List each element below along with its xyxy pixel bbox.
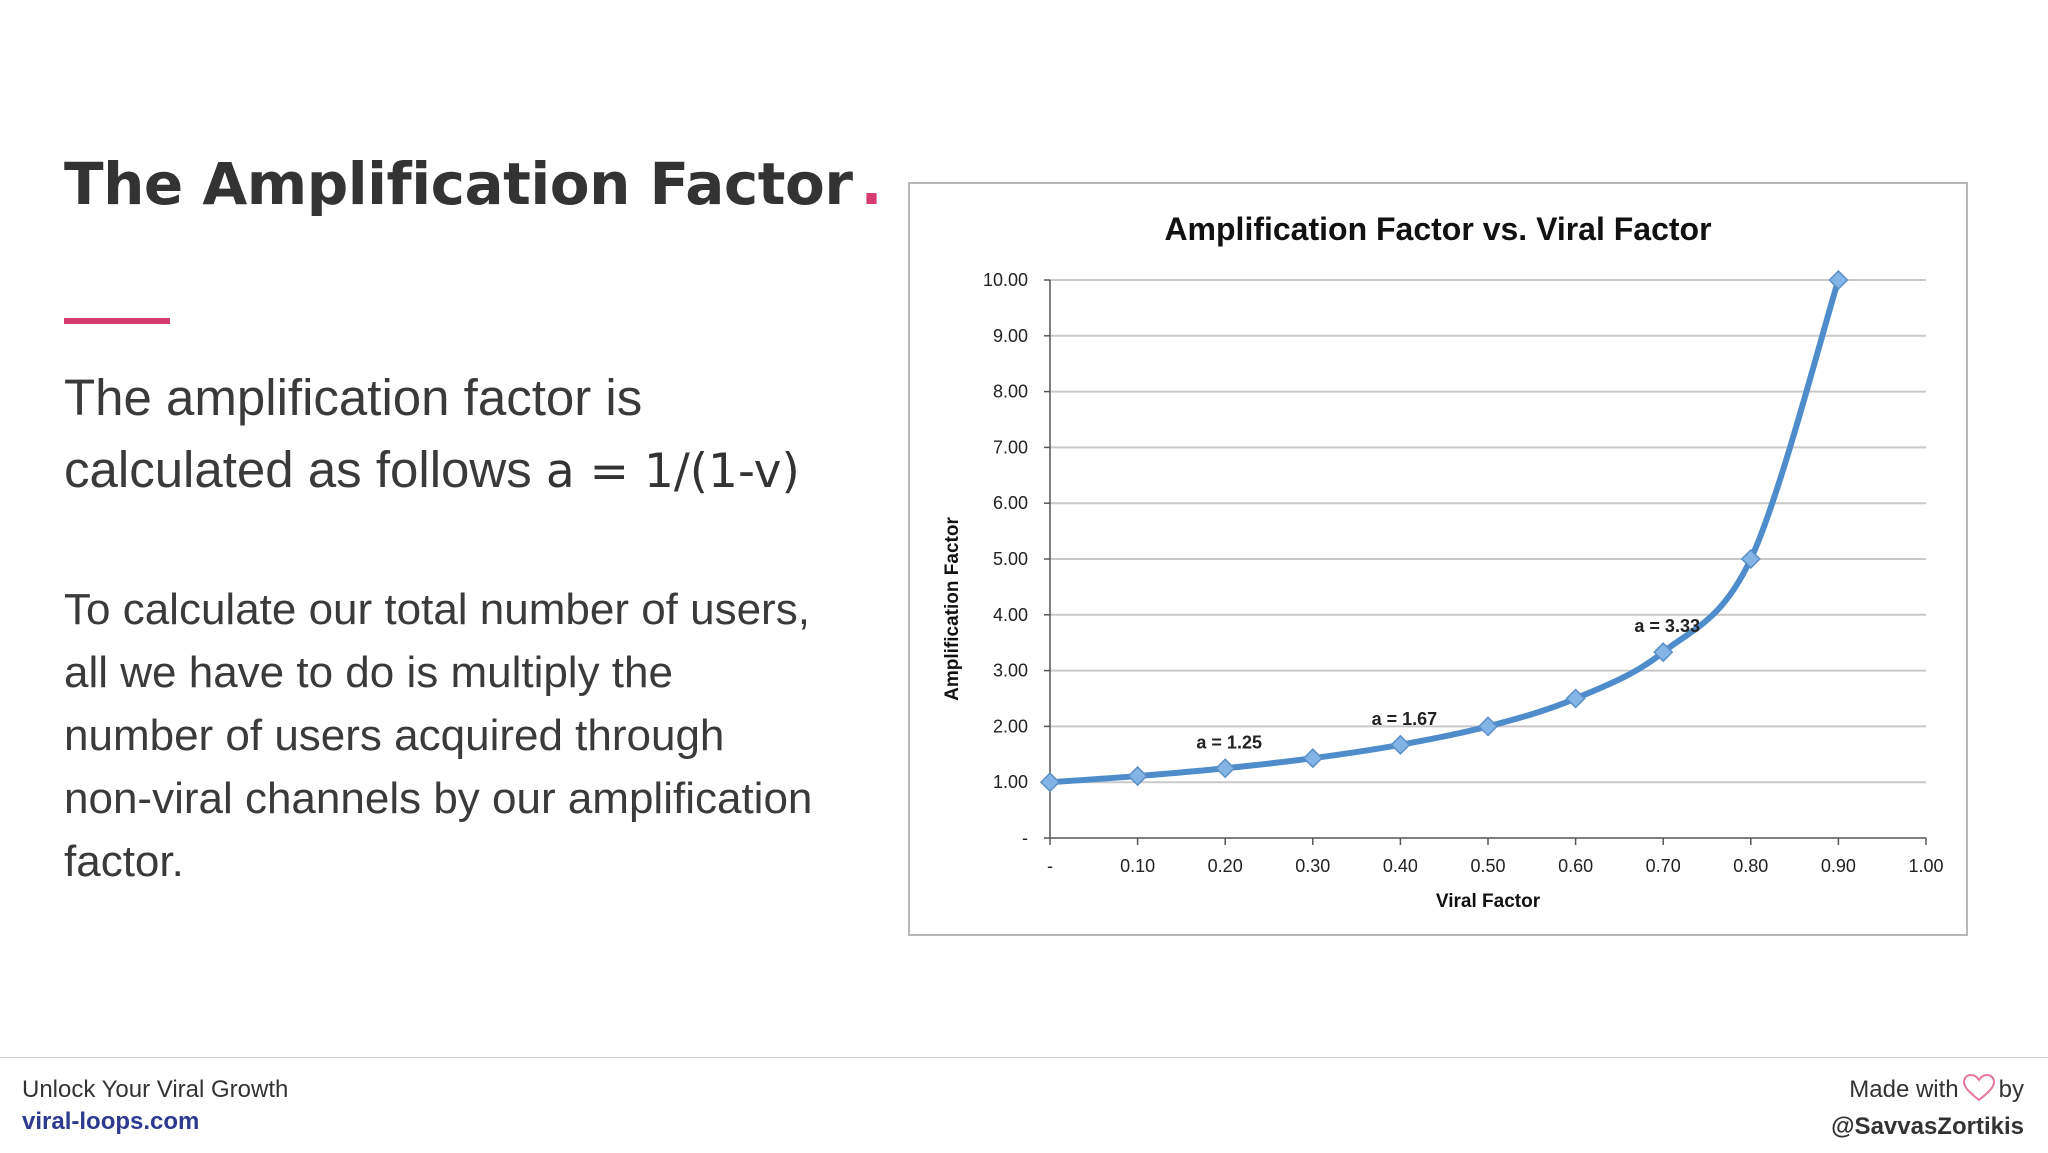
labels: Amplification Factor vs. Viral Factor - 1.… [942,211,1944,912]
annotation-label: a = 1.67 [1372,709,1438,729]
y-tick-label: 8.00 [993,382,1028,402]
annotation-label: a = 3.33 [1634,616,1700,636]
explanation-paragraph: To calculate our total number of users, … [64,585,813,886]
footer-link[interactable]: viral-loops.com [22,1108,200,1135]
data-point [1828,269,1849,291]
y-axis-title: Amplification Factor [942,517,963,701]
data-point [1039,772,1061,793]
by-text: by [1998,1076,2024,1103]
footer-right: Made with by @SavvasZortikis [1831,1073,2024,1143]
made-with-text: Made with [1849,1076,1959,1103]
footer-left: Unlock Your Viral Growth viral-loops.com [22,1074,288,1138]
x-tick-label: 0.70 [1646,856,1681,876]
data-point [1740,548,1761,570]
series-line-0 [1047,277,1842,786]
y-tick-label: 3.00 [993,661,1028,681]
x-tick-label: 0.40 [1383,856,1418,876]
slide-title: The Amplification Factor. [64,150,883,218]
x-tick-label: - [1047,856,1053,876]
data-point [1565,688,1586,709]
x-tick-label: 0.30 [1295,856,1330,876]
x-tick-label: 0.10 [1120,856,1155,876]
x-tick-label: 0.50 [1470,856,1505,876]
x-tick-label: 0.60 [1558,856,1593,876]
title-accent-dot: . [860,150,883,218]
y-tick-label: - [1022,828,1028,848]
y-tick-label: 1.00 [993,772,1028,792]
heart-icon [1962,1073,1995,1111]
x-tick-label: 0.90 [1821,856,1856,876]
x-tick-label: 0.20 [1208,856,1243,876]
series [1039,269,1849,793]
y-tick-label: 9.00 [993,326,1028,346]
slide-title-text: The Amplification Factor [64,150,853,218]
y-tick-label: 10.00 [983,270,1028,290]
annotation-label: a = 1.25 [1196,732,1262,752]
x-axis-title: Viral Factor [1436,891,1541,912]
chart-frame: Amplification Factor vs. Viral Factor - 1.… [908,182,1968,936]
y-tick-label: 2.00 [993,716,1028,736]
data-point [1653,642,1674,663]
grid [1050,279,1926,784]
data-point [1390,734,1411,755]
formula-paragraph: The amplification factor is calculated a… [64,362,844,508]
y-tick-label: 5.00 [993,549,1028,569]
data-point [1215,758,1236,779]
footer: Unlock Your Viral Growth viral-loops.com… [0,1057,2048,1153]
data-point [1302,748,1323,769]
x-tick-label: 1.00 [1908,856,1943,876]
y-tick-label: 4.00 [993,605,1028,625]
data-point [1127,766,1148,787]
formula-intro: The amplification factor is calculated a… [64,369,643,498]
data-point [1477,716,1499,737]
y-tick-label: 6.00 [993,493,1028,513]
made-with-line: Made with by [1831,1073,2024,1111]
footer-tagline: Unlock Your Viral Growth [22,1076,289,1103]
chart-title: Amplification Factor vs. Viral Factor [1164,211,1711,247]
axes [1044,279,1927,845]
amplification-chart: Amplification Factor vs. Viral Factor - 1.… [942,211,1944,912]
x-tick-label: 0.80 [1733,856,1768,876]
author-handle: @SavvasZortikis [1831,1113,2024,1140]
accent-rule [64,318,170,324]
y-tick-label: 7.00 [993,437,1028,457]
formula: a = 1/(1-v) [545,444,800,499]
